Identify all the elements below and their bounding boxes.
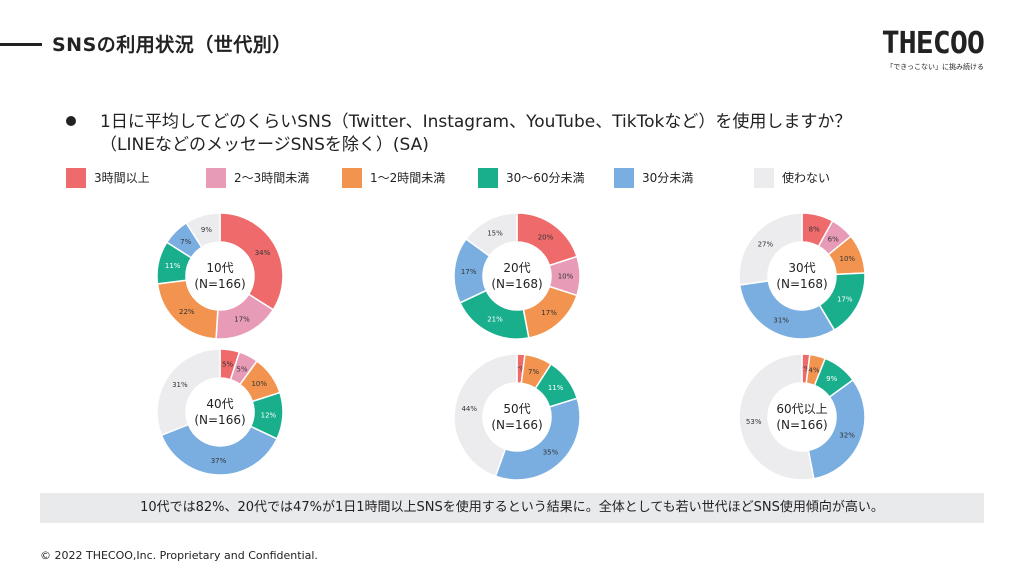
bullet-icon bbox=[66, 116, 76, 126]
donut-slice bbox=[494, 397, 581, 481]
donut-svg: 20% 10% 17% 21% 17% 15% bbox=[453, 212, 581, 340]
donut-svg: 5%5% 10% 12% 37% 31% bbox=[156, 348, 284, 476]
legend-swatch bbox=[66, 168, 86, 188]
data-label: 53% bbox=[746, 418, 762, 426]
data-label: 8% bbox=[809, 226, 820, 234]
donut-center-age: 60代以上 bbox=[776, 402, 828, 416]
page-title: SNSの利用状況（世代別） bbox=[52, 34, 292, 56]
data-label: 5% bbox=[222, 361, 233, 369]
data-label: 37% bbox=[211, 457, 227, 465]
data-label: 9% bbox=[201, 226, 212, 234]
data-label: 27% bbox=[758, 241, 774, 249]
legend-label: 30分未満 bbox=[642, 171, 694, 185]
donut-slice bbox=[738, 353, 815, 481]
donut-svg: 34% 17% 22% 11% 7% 9% bbox=[156, 212, 284, 340]
data-label: 4% bbox=[809, 367, 820, 375]
data-label: 17% bbox=[837, 295, 853, 303]
donut-center-n: (N=168) bbox=[776, 277, 828, 291]
data-label: 17% bbox=[234, 316, 250, 324]
data-label: 10% bbox=[558, 273, 574, 281]
donut-center-age: 40代 bbox=[206, 397, 234, 411]
legend-swatch bbox=[206, 168, 226, 188]
logo-tagline: 「できっこない」に挑み続ける bbox=[886, 63, 984, 71]
data-label: 17% bbox=[461, 268, 477, 276]
data-label: 20% bbox=[538, 233, 554, 241]
data-label: 5% bbox=[236, 365, 247, 373]
donut-center-age: 50代 bbox=[503, 402, 531, 416]
donut-chart: 2% 4% 9% 32% 53% 60代以上 (N=166) bbox=[732, 347, 872, 487]
donut-slice bbox=[219, 212, 284, 311]
data-label: 2% bbox=[799, 365, 810, 373]
legend-label: 1〜2時間未満 bbox=[370, 171, 446, 185]
data-label: 7% bbox=[180, 238, 191, 246]
donut-chart: 5% 5% 10% 12% 37% 31% 40代 (N=166) bbox=[150, 342, 290, 482]
question-line-1: 1日に平均してどのくらいSNS（Twitter、Instagram、YouTub… bbox=[100, 112, 852, 132]
data-label: 2% bbox=[515, 365, 526, 373]
footer-copyright: © 2022 THECOO,Inc. Proprietary and Confi… bbox=[40, 549, 318, 562]
donut-slice bbox=[185, 212, 221, 249]
data-label: 17% bbox=[541, 309, 557, 317]
legend-label: 3時間以上 bbox=[94, 171, 150, 185]
data-label: 22% bbox=[179, 308, 195, 316]
donut-svg: 2% 7% 11% 35% 44% bbox=[453, 353, 581, 481]
donut-chart: 20% 10% 17% 21% 17% 15% 20代 (N=168) bbox=[447, 206, 587, 346]
data-label: 31% bbox=[773, 316, 789, 324]
data-label: 31% bbox=[172, 381, 188, 389]
donut-chart: 8% 6% 10% 17% 31% 27% 30代 (N=168) bbox=[732, 206, 872, 346]
data-label: 15% bbox=[487, 229, 503, 237]
data-label: 10% bbox=[251, 380, 267, 388]
data-label: 7% bbox=[528, 368, 539, 376]
donut-slice bbox=[160, 423, 279, 476]
data-label: 32% bbox=[839, 431, 855, 439]
company-logo: THECOO 「できっこない」に挑み続ける bbox=[881, 26, 985, 72]
donut-center-n: (N=166) bbox=[776, 418, 828, 432]
donut-slice bbox=[807, 378, 866, 480]
donut-chart: 2% 7% 11% 35% 44% 50代 (N=166) bbox=[447, 347, 587, 487]
data-label: 11% bbox=[548, 384, 564, 392]
donut-slice bbox=[464, 212, 518, 258]
chart-legend: 3時間以上 2〜3時間未満 1〜2時間未満 30〜60分未満 30分未満 使わない bbox=[66, 168, 946, 188]
data-label: 34% bbox=[255, 249, 271, 257]
donut-center-n: (N=166) bbox=[194, 277, 246, 291]
logo-wordmark: THECOO bbox=[881, 26, 985, 61]
data-label: 6% bbox=[828, 235, 839, 243]
donut-slice bbox=[738, 212, 803, 286]
data-label: 12% bbox=[261, 412, 277, 420]
question-line-2: （LINEなどのメッセージSNSを除く）(SA) bbox=[100, 135, 429, 155]
data-label: 10% bbox=[840, 255, 856, 263]
donut-chart: 34% 17% 22% 11% 7% 9% 10代 (N=166) bbox=[150, 206, 290, 346]
legend-swatch bbox=[478, 168, 498, 188]
legend-label: 使わない bbox=[782, 171, 831, 185]
donut-center-n: (N=166) bbox=[491, 418, 543, 432]
donut-svg: 2%4% 9% 32% 53% bbox=[738, 353, 866, 481]
donut-slice bbox=[738, 279, 836, 340]
data-label: 11% bbox=[165, 262, 181, 270]
legend-swatch bbox=[614, 168, 634, 188]
legend-label: 2〜3時間未満 bbox=[234, 171, 310, 185]
survey-question: 1日に平均してどのくらいSNS（Twitter、Instagram、YouTub… bbox=[66, 111, 851, 157]
data-label: 35% bbox=[543, 449, 559, 457]
legend-swatch bbox=[342, 168, 362, 188]
summary-text: 10代では82%、20代では47%が1日1時間以上SNSを使用するという結果に。… bbox=[40, 493, 984, 523]
legend-swatch bbox=[754, 168, 774, 188]
donut-slice bbox=[156, 348, 221, 437]
donut-slice bbox=[453, 353, 518, 478]
data-label: 9% bbox=[826, 375, 837, 383]
donut-center-age: 10代 bbox=[206, 261, 234, 275]
donut-center-age: 30代 bbox=[788, 261, 816, 275]
title-rule bbox=[0, 43, 42, 46]
data-label: 44% bbox=[461, 405, 477, 413]
donut-center-age: 20代 bbox=[503, 261, 531, 275]
donut-center-n: (N=168) bbox=[491, 277, 543, 291]
data-label: 21% bbox=[487, 316, 503, 324]
legend-label: 30〜60分未満 bbox=[506, 171, 585, 185]
donut-svg: 8% 6% 10% 17% 31% 27% bbox=[738, 212, 866, 340]
donut-center-n: (N=166) bbox=[194, 413, 246, 427]
